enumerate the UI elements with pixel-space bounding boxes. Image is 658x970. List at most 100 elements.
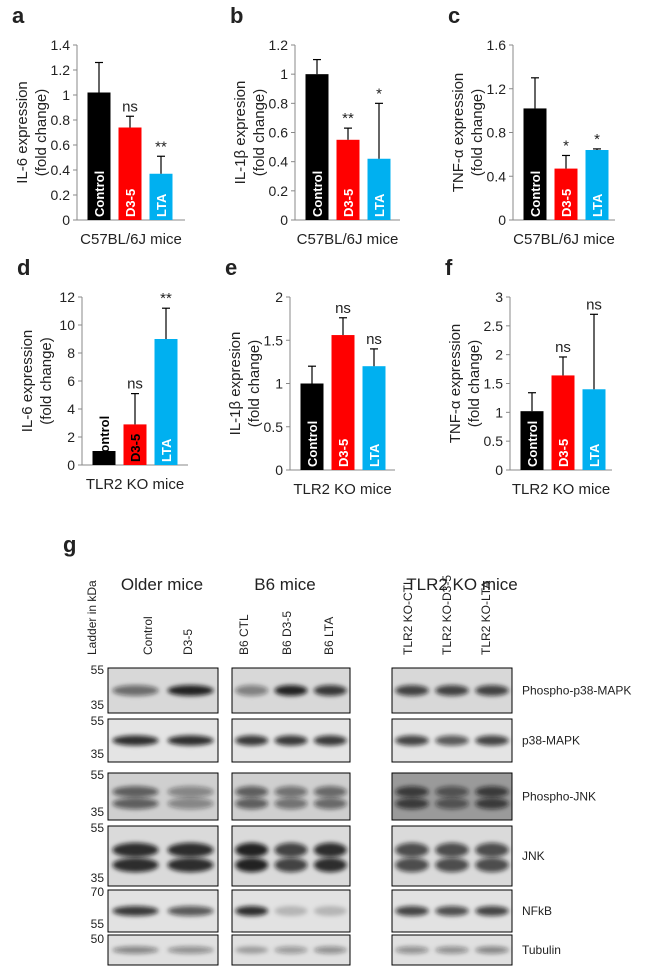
row-label: JNK (522, 849, 545, 863)
y-axis-label: IL-6 expression (19, 330, 36, 433)
blot-band (395, 797, 429, 810)
ladder-marker: 50 (91, 932, 105, 946)
bar (554, 168, 578, 220)
y-axis-label: (fold change) (466, 340, 483, 428)
blot-band (274, 905, 308, 917)
y-axis-label: IL-1β expresion (227, 332, 244, 436)
significance-label: ns (122, 98, 138, 115)
bar (305, 74, 329, 221)
blot-band (313, 946, 347, 954)
blot-band (235, 905, 269, 917)
blot-band (395, 842, 429, 858)
blot-band (475, 946, 509, 954)
panel-letter: e (225, 255, 237, 280)
ladder-marker: 55 (91, 714, 105, 728)
y-tick-label: 2 (495, 347, 503, 363)
lane-label: B6 D3-5 (280, 611, 294, 655)
bar-category-label: LTA (154, 193, 169, 217)
bar (300, 383, 324, 470)
bar (336, 139, 360, 220)
x-axis-label: TLR2 KO mice (512, 481, 610, 498)
lane-label: B6 CTL (237, 614, 251, 655)
blot-band (435, 857, 469, 873)
blot-band (435, 735, 469, 746)
blot-band (112, 842, 159, 858)
y-tick-label: 1.6 (487, 37, 507, 53)
blot-band (395, 786, 429, 798)
blot-band (395, 857, 429, 873)
blot-band (313, 797, 347, 810)
x-axis-label: TLR2 KO mice (293, 481, 391, 498)
significance-label: ns (335, 300, 351, 317)
ladder-marker: 55 (91, 663, 105, 677)
ladder-marker: 55 (91, 821, 105, 835)
blot-band (112, 786, 159, 798)
bar (520, 411, 544, 470)
row-label: Tubulin (522, 943, 561, 957)
group-title: Older mice (121, 575, 203, 594)
y-tick-label: 1.2 (51, 62, 71, 78)
blot-band (235, 786, 269, 798)
y-axis-label: (fold change) (246, 340, 263, 428)
x-axis-label: C57BL/6J mice (297, 231, 399, 248)
blot-band (435, 905, 469, 917)
bar (362, 366, 386, 470)
bar (367, 158, 391, 220)
bar-category-label: LTA (590, 193, 605, 217)
y-tick-label: 0 (67, 457, 75, 473)
bar (92, 451, 116, 465)
bar (154, 339, 178, 465)
blot-band (313, 735, 347, 746)
bar-category-label: D3-5 (341, 189, 356, 217)
y-tick-label: 4 (67, 401, 75, 417)
y-tick-label: 0.5 (484, 433, 504, 449)
lane-label: B6 LTA (322, 617, 336, 655)
significance-label: ns (366, 331, 382, 348)
blot-band (435, 685, 469, 696)
blot-band (235, 857, 269, 873)
row-label: NFkB (522, 904, 552, 918)
panel-letter: d (17, 255, 30, 280)
bar-category-label: Control (528, 171, 543, 217)
blot-band (395, 905, 429, 917)
y-tick-label: 0.8 (269, 95, 289, 111)
blot-band (313, 842, 347, 858)
blot-band (112, 685, 159, 696)
significance-label: ** (342, 110, 354, 127)
y-tick-label: 0.4 (269, 154, 289, 170)
blot-band (167, 857, 214, 873)
panel-letter: g (63, 532, 76, 557)
y-axis-label: (fold change) (38, 337, 55, 425)
y-tick-label: 1 (280, 66, 288, 82)
y-tick-label: 0.5 (264, 419, 284, 435)
significance-label: ns (555, 339, 571, 356)
y-tick-label: 8 (67, 345, 75, 361)
bar-category-label: Control (310, 171, 325, 217)
y-tick-label: 0.8 (51, 112, 71, 128)
bar-category-label: Control (92, 171, 107, 217)
x-axis-label: C57BL/6J mice (80, 231, 182, 248)
blot-band (313, 685, 347, 696)
bar-category-label: D3-5 (128, 434, 143, 462)
y-tick-label: 2 (275, 289, 283, 305)
ladder-marker: 35 (91, 871, 105, 885)
significance-label: * (376, 85, 382, 102)
lane-label: TLR2 KO-CTL (401, 578, 415, 655)
y-tick-label: 3 (495, 289, 503, 305)
bar-category-label: Control (305, 421, 320, 467)
bar (123, 424, 147, 465)
y-tick-label: 0 (62, 212, 70, 228)
bar (585, 150, 609, 220)
blot-band (274, 685, 308, 696)
blot-band (235, 842, 269, 858)
bar (87, 92, 111, 220)
y-tick-label: 1.2 (269, 37, 289, 53)
blot-band (167, 905, 214, 917)
blot-band (475, 735, 509, 746)
y-tick-label: 1.4 (51, 37, 71, 53)
y-tick-label: 0.6 (269, 125, 289, 141)
bar-category-label: Control (97, 416, 112, 462)
significance-label: * (594, 131, 600, 148)
